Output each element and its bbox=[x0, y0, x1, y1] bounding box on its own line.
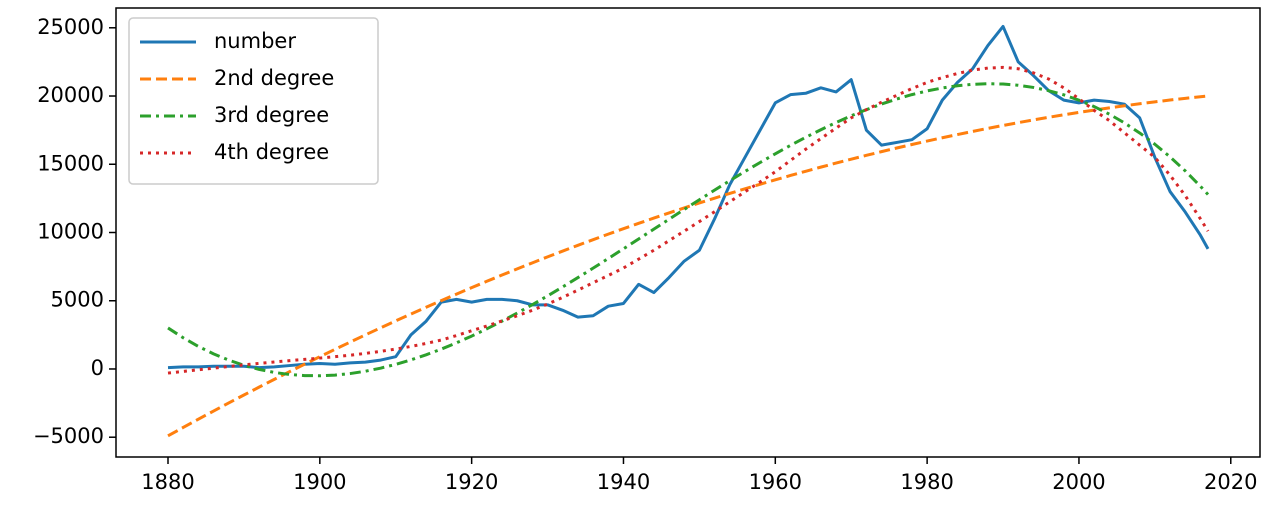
x-tick-label: 1940 bbox=[597, 470, 650, 494]
legend-label: 2nd degree bbox=[214, 66, 334, 90]
x-tick-label: 1880 bbox=[141, 470, 194, 494]
x-tick-label: 1920 bbox=[445, 470, 498, 494]
y-tick-label: 10000 bbox=[37, 220, 104, 244]
series-line bbox=[167, 82, 1210, 378]
legend-label: number bbox=[214, 29, 296, 53]
x-tick-label: 1900 bbox=[293, 470, 346, 494]
legend-label: 3rd degree bbox=[214, 103, 329, 127]
legend-label: 4th degree bbox=[214, 140, 329, 164]
y-tick-label: 5000 bbox=[51, 288, 104, 312]
legend-box bbox=[128, 17, 379, 185]
series-line bbox=[167, 65, 1210, 375]
x-tick-label: 1960 bbox=[749, 470, 802, 494]
x-tick-label: 1980 bbox=[900, 470, 953, 494]
y-tick-label: 15000 bbox=[37, 151, 104, 175]
y-tick-label: 25000 bbox=[37, 15, 104, 39]
y-tick-label: −5000 bbox=[33, 424, 104, 448]
series-line bbox=[167, 24, 1210, 370]
y-tick-label: 0 bbox=[91, 356, 104, 380]
x-tick-label: 2020 bbox=[1204, 470, 1257, 494]
series-line bbox=[167, 94, 1209, 438]
y-tick-label: 20000 bbox=[37, 83, 104, 107]
x-tick-label: 2000 bbox=[1052, 470, 1105, 494]
